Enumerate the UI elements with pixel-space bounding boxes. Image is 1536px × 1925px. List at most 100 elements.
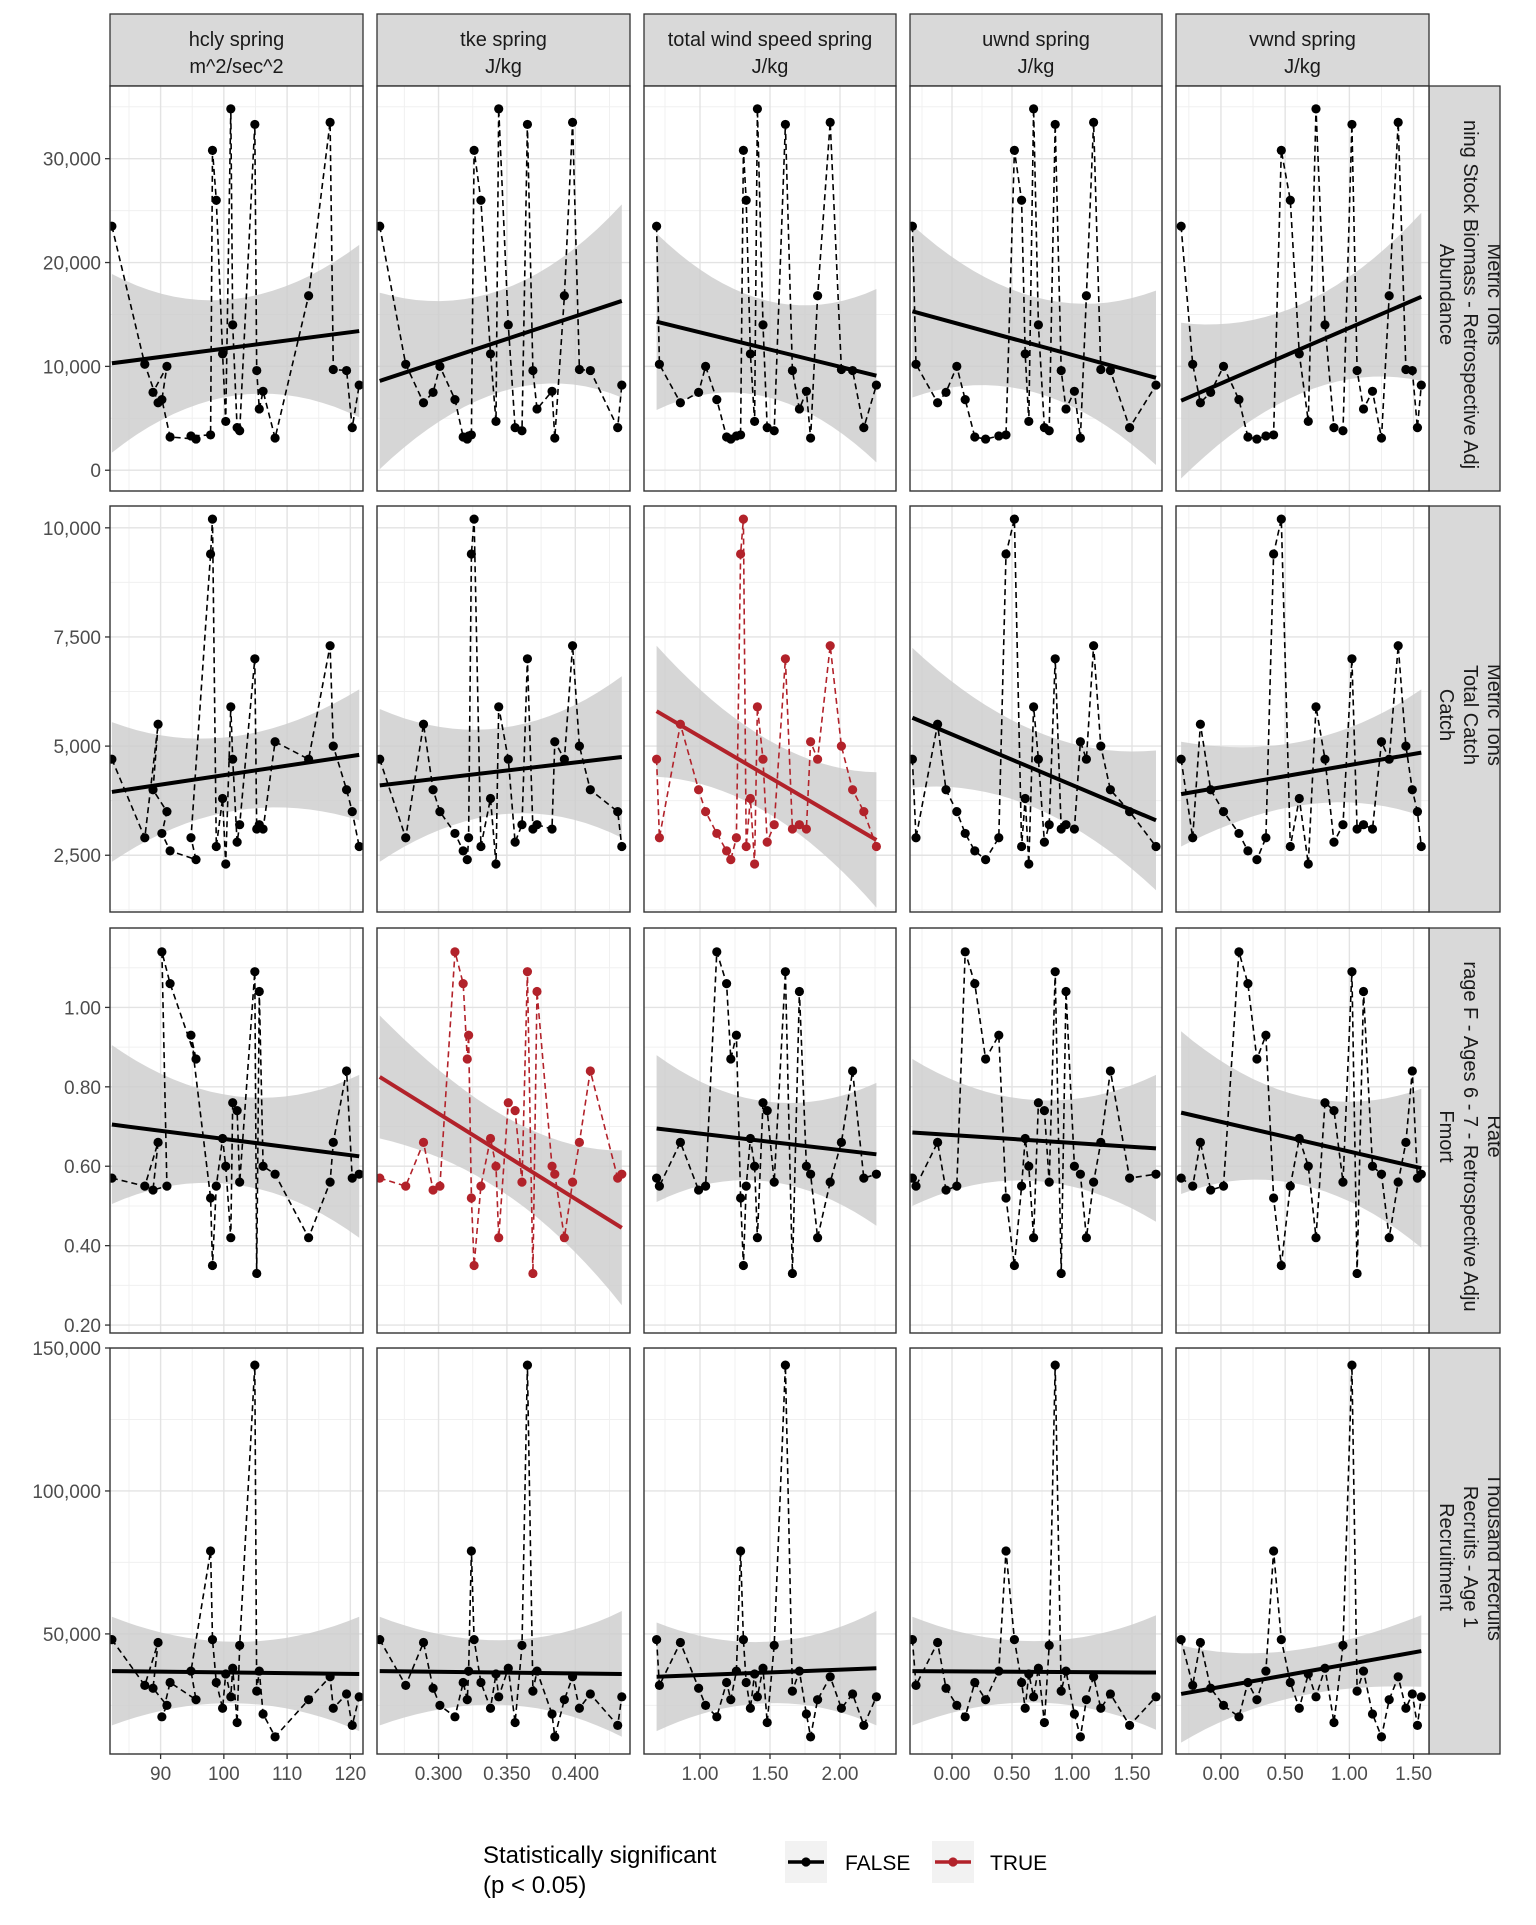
trend-line xyxy=(1180,294,1423,403)
data-point xyxy=(769,820,779,830)
data-point xyxy=(211,841,221,852)
data-point xyxy=(254,404,264,414)
data-point xyxy=(157,395,167,405)
data-point xyxy=(1151,380,1161,390)
data-point xyxy=(911,1181,921,1191)
data-point xyxy=(1017,1677,1027,1688)
data-point xyxy=(1376,737,1387,747)
data-point xyxy=(1285,195,1295,205)
data-point xyxy=(304,1695,314,1705)
series-path xyxy=(911,108,1157,440)
data-point xyxy=(476,841,486,852)
data-point xyxy=(211,1677,221,1688)
data-point xyxy=(110,1635,117,1645)
data-point xyxy=(1081,291,1091,301)
data-point xyxy=(801,1709,812,1719)
data-point xyxy=(1081,1695,1091,1705)
data-point xyxy=(1176,1173,1186,1183)
panel xyxy=(377,928,630,1333)
data-point xyxy=(722,978,732,989)
data-point xyxy=(981,855,991,865)
data-point xyxy=(1294,793,1304,804)
data-point xyxy=(1039,1717,1049,1728)
trend-line xyxy=(378,1075,623,1230)
data-point xyxy=(1376,1732,1387,1742)
data-point xyxy=(165,1677,175,1688)
column-strip xyxy=(376,13,631,87)
data-point xyxy=(1294,1133,1304,1144)
data-point xyxy=(574,1703,585,1713)
data-point xyxy=(1096,1703,1106,1713)
x-tick-label: 110 xyxy=(272,1764,302,1785)
data-point xyxy=(726,1695,736,1705)
series-path xyxy=(655,108,878,441)
data-point xyxy=(428,1683,438,1693)
data-point xyxy=(567,1672,578,1682)
data-point xyxy=(1407,785,1417,795)
data-point xyxy=(458,1677,468,1688)
data-point xyxy=(1261,431,1271,441)
series-path xyxy=(379,951,623,1274)
data-point xyxy=(825,1672,835,1682)
data-point xyxy=(401,1181,411,1191)
data-point xyxy=(165,978,175,989)
row-strip-label-1: Fmort xyxy=(1435,1110,1457,1163)
data-point xyxy=(871,380,882,390)
data-point xyxy=(1329,837,1339,847)
data-point xyxy=(1252,1695,1262,1705)
data-point xyxy=(738,514,749,524)
data-point xyxy=(401,359,411,369)
data-point xyxy=(970,1677,980,1688)
data-point xyxy=(585,365,595,376)
data-point xyxy=(235,820,245,830)
data-point xyxy=(258,824,268,834)
data-point xyxy=(952,806,962,817)
data-point xyxy=(435,806,445,817)
data-point xyxy=(745,349,756,359)
data-point xyxy=(1320,754,1330,764)
trend-line xyxy=(656,1666,877,1679)
panel-border xyxy=(909,927,1163,1334)
row-strip-text-group: Catch Total Catch Metric Tons xyxy=(1435,664,1500,766)
data-point xyxy=(1125,1173,1135,1183)
panel-border xyxy=(376,85,631,492)
data-point xyxy=(738,1260,749,1271)
data-point xyxy=(970,432,980,442)
data-point xyxy=(466,549,476,559)
data-point xyxy=(522,1360,533,1370)
data-point xyxy=(250,1360,260,1370)
data-point xyxy=(794,986,805,997)
data-point xyxy=(1206,387,1216,397)
trend-line xyxy=(111,329,360,366)
data-point xyxy=(825,117,835,127)
data-point xyxy=(232,1106,242,1116)
y-tick-label: 0 xyxy=(90,461,101,482)
confidence-ribbon xyxy=(1181,689,1422,847)
data-point xyxy=(217,1133,228,1144)
data-point xyxy=(469,514,479,524)
data-point xyxy=(1001,1193,1011,1203)
y-tick-label: 10,000 xyxy=(43,519,101,540)
data-point xyxy=(617,1169,627,1179)
data-point xyxy=(258,1709,268,1719)
data-point xyxy=(1020,793,1030,804)
data-point xyxy=(140,359,150,369)
data-point xyxy=(528,365,538,376)
data-point xyxy=(377,221,385,231)
data-point xyxy=(186,1666,196,1676)
data-point xyxy=(1017,1181,1027,1191)
series-path xyxy=(655,519,878,865)
data-point xyxy=(910,1635,917,1645)
data-point xyxy=(1252,1054,1262,1064)
data-point xyxy=(221,1669,231,1679)
data-point xyxy=(205,430,216,440)
data-point xyxy=(1276,145,1286,155)
series-path xyxy=(911,1365,1157,1738)
row-strip-label-2: Total Catch xyxy=(1459,665,1481,765)
data-point xyxy=(1218,806,1229,817)
data-point xyxy=(522,967,533,977)
data-point xyxy=(1218,361,1229,371)
data-point xyxy=(574,1137,585,1148)
panel-border xyxy=(643,85,897,492)
data-point xyxy=(787,365,798,376)
